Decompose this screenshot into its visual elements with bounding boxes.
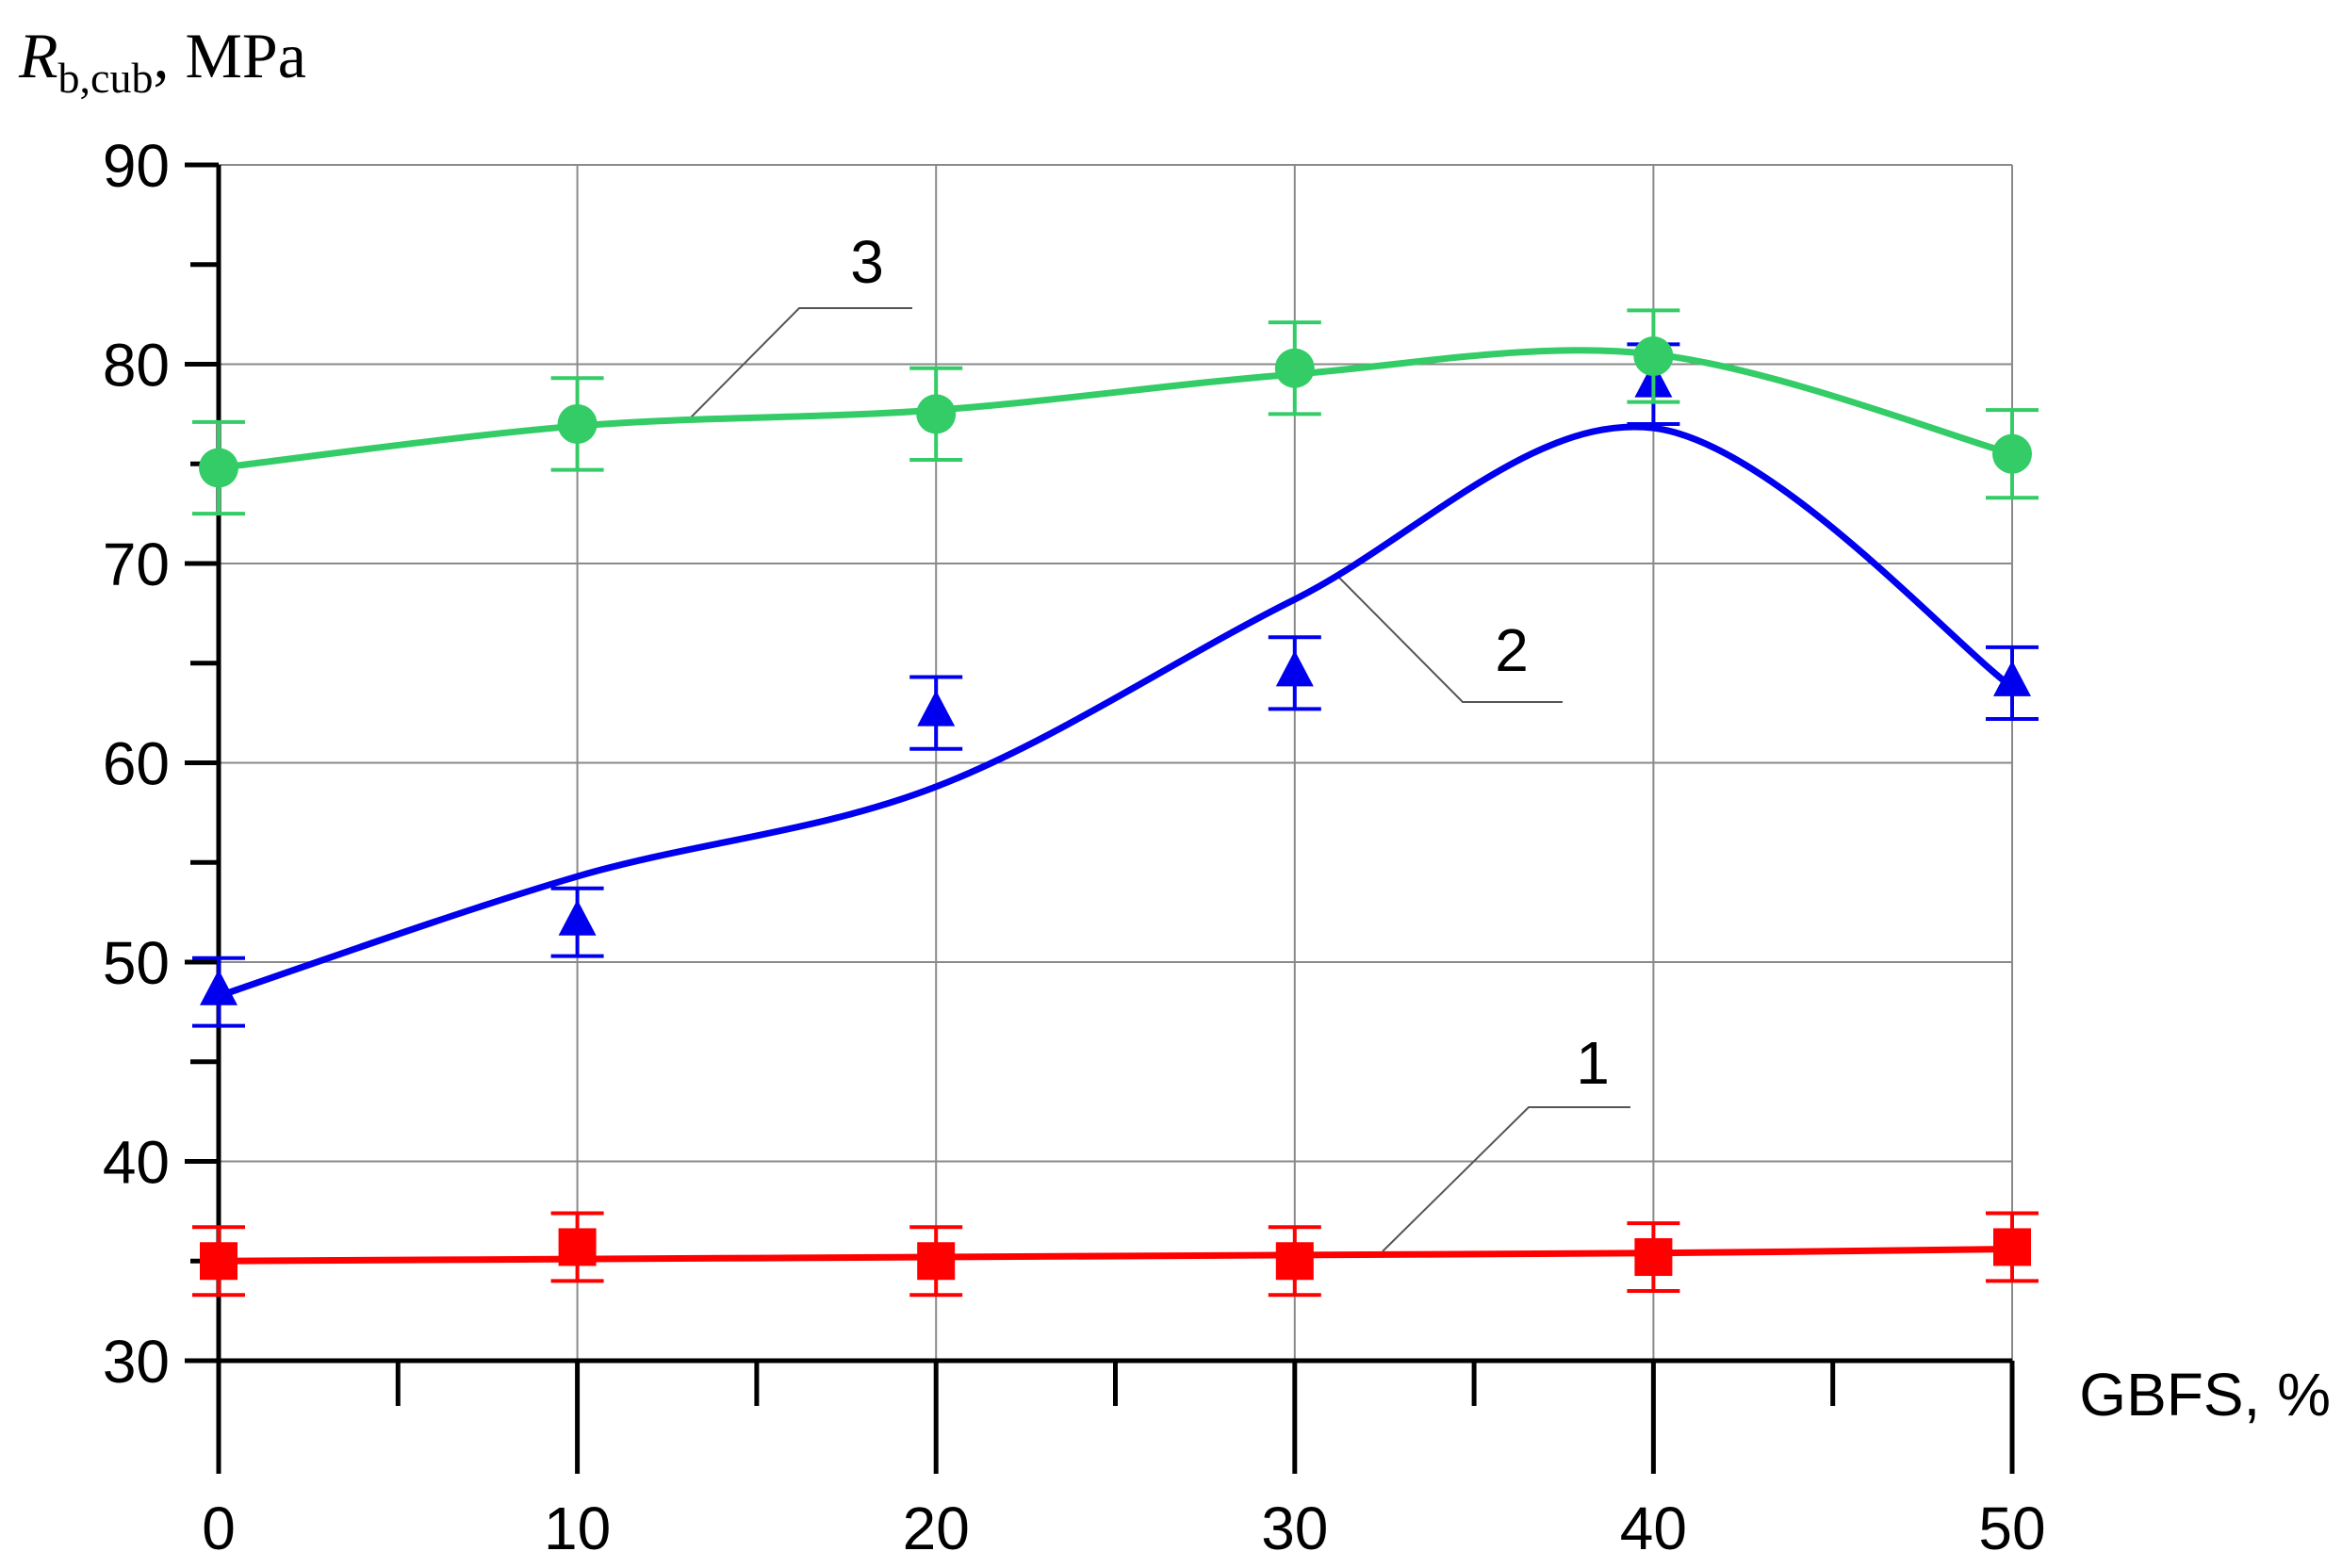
series-2-curve <box>217 423 2015 1000</box>
y-axis-label-subscript: b,cub <box>58 54 154 102</box>
y-tick-label: 80 <box>103 332 170 400</box>
series-2-leader-line <box>1337 576 1563 703</box>
y-tick-label: 50 <box>103 929 170 997</box>
y-axis-label-unit: , MPa <box>153 20 305 91</box>
series-1-point <box>1993 1228 2031 1266</box>
y-tick-label: 30 <box>103 1328 170 1396</box>
series-3-label: 3 <box>850 228 884 296</box>
series-1-point <box>200 1242 237 1281</box>
grid-layer <box>219 164 2013 1361</box>
series-3-point <box>1992 433 2032 474</box>
x-axis-label: GBFS, % <box>2079 1361 2331 1429</box>
label-layer: Rb,cub, MPa GBFS, % 30 40 50 60 70 80 90 0 10 20 3… <box>18 20 2331 1562</box>
y-tick-label: 60 <box>103 730 170 798</box>
x-tick-label: 20 <box>903 1494 970 1562</box>
x-tick-label: 10 <box>544 1494 611 1562</box>
series-1-curve <box>218 1246 2013 1265</box>
series-1 <box>192 1211 2039 1298</box>
series-3 <box>192 308 2039 516</box>
series-3-point <box>557 403 598 444</box>
series-3-point <box>1633 336 1674 377</box>
series-2-point <box>1275 650 1314 687</box>
series-1-point <box>1634 1238 1673 1277</box>
series-2-label: 2 <box>1495 616 1529 684</box>
series-layer <box>192 308 2039 1298</box>
leader-layer <box>690 307 1630 1252</box>
series-1-label: 1 <box>1576 1029 1610 1097</box>
y-axis-label-symbol: R <box>18 20 58 91</box>
series-3-point <box>199 448 238 488</box>
series-2-point <box>917 690 956 727</box>
series-2 <box>192 342 2039 1028</box>
axes-layer <box>185 162 2015 1474</box>
x-tick-label: 40 <box>1620 1494 1687 1562</box>
series-3-point <box>1274 348 1315 388</box>
series-3-leader-line <box>690 307 912 418</box>
x-tick-label: 30 <box>1261 1494 1328 1562</box>
series-1-leader-line <box>1382 1106 1630 1252</box>
x-tick-label: 0 <box>202 1494 236 1562</box>
y-tick-label: 40 <box>103 1129 170 1197</box>
y-axis-label: Rb,cub, MPa <box>18 20 306 102</box>
series-1-point <box>558 1228 597 1266</box>
series-3-point <box>916 394 957 434</box>
series-3-curve <box>218 347 2013 471</box>
series-1-point <box>917 1242 956 1281</box>
y-tick-label: 90 <box>103 132 170 200</box>
series-1-point <box>1275 1242 1314 1281</box>
series-2-point <box>200 969 237 1005</box>
y-tick-label: 70 <box>103 531 170 598</box>
series-2-point <box>1993 660 2031 696</box>
series-2-point <box>558 899 597 936</box>
x-tick-label: 50 <box>1978 1494 2045 1562</box>
